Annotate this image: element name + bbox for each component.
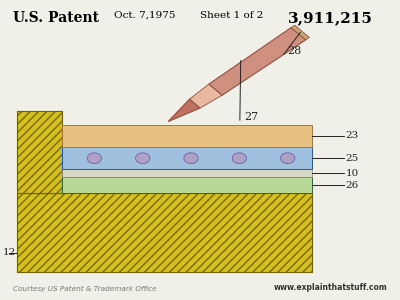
Text: 26: 26 bbox=[346, 181, 359, 190]
Text: Courtesy US Patent & Trademark Office: Courtesy US Patent & Trademark Office bbox=[13, 286, 156, 292]
Text: Sheet 1 of 2: Sheet 1 of 2 bbox=[200, 11, 263, 20]
Circle shape bbox=[184, 153, 198, 164]
Polygon shape bbox=[17, 111, 62, 193]
Text: 23: 23 bbox=[346, 131, 359, 140]
Text: www.explainthatstuff.com: www.explainthatstuff.com bbox=[274, 283, 387, 292]
Circle shape bbox=[87, 153, 102, 164]
Circle shape bbox=[280, 153, 295, 164]
Text: 10: 10 bbox=[346, 169, 359, 178]
Polygon shape bbox=[209, 28, 306, 95]
Polygon shape bbox=[190, 84, 222, 108]
Polygon shape bbox=[62, 124, 312, 147]
Text: 27: 27 bbox=[244, 112, 258, 122]
Text: 25: 25 bbox=[346, 154, 359, 163]
Text: 12: 12 bbox=[3, 248, 16, 257]
Polygon shape bbox=[62, 147, 312, 170]
Polygon shape bbox=[17, 193, 312, 272]
Circle shape bbox=[232, 153, 246, 164]
Text: 3,911,215: 3,911,215 bbox=[288, 11, 372, 25]
Text: Oct. 7,1975: Oct. 7,1975 bbox=[114, 11, 176, 20]
Text: 28: 28 bbox=[288, 46, 302, 56]
Polygon shape bbox=[168, 99, 200, 122]
Polygon shape bbox=[62, 169, 312, 177]
Polygon shape bbox=[291, 25, 309, 40]
Circle shape bbox=[136, 153, 150, 164]
Polygon shape bbox=[62, 177, 312, 193]
Text: U.S. Patent: U.S. Patent bbox=[13, 11, 99, 25]
